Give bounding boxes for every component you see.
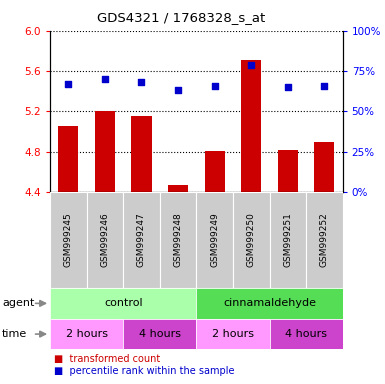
Text: GSM999248: GSM999248	[174, 213, 182, 267]
Bar	[50, 319, 123, 349]
Bar	[168, 185, 188, 192]
Bar	[58, 126, 79, 192]
Bar	[131, 116, 152, 192]
Text: agent: agent	[2, 298, 34, 308]
Text: GSM999246: GSM999246	[100, 213, 109, 267]
Bar	[196, 192, 233, 288]
Bar	[233, 192, 270, 288]
Bar	[196, 288, 343, 319]
Point	[139, 79, 145, 85]
Text: GSM999251: GSM999251	[283, 213, 292, 267]
Text: 4 hours: 4 hours	[139, 329, 181, 339]
Text: GDS4321 / 1768328_s_at: GDS4321 / 1768328_s_at	[97, 12, 265, 25]
Text: GSM999250: GSM999250	[247, 213, 256, 267]
Text: GSM999247: GSM999247	[137, 213, 146, 267]
Text: 4 hours: 4 hours	[285, 329, 327, 339]
Bar	[50, 192, 87, 288]
Bar	[160, 192, 196, 288]
Bar	[95, 111, 115, 192]
Point	[212, 83, 218, 89]
Bar	[50, 288, 196, 319]
Bar	[87, 192, 123, 288]
Bar	[123, 319, 196, 349]
Bar	[270, 192, 306, 288]
Bar	[196, 319, 270, 349]
Text: 2 hours: 2 hours	[212, 329, 254, 339]
Bar	[123, 192, 160, 288]
Text: GSM999249: GSM999249	[210, 213, 219, 267]
Point	[65, 81, 72, 87]
Point	[285, 84, 291, 90]
Bar	[306, 192, 343, 288]
Text: ■  percentile rank within the sample: ■ percentile rank within the sample	[54, 366, 234, 376]
Point	[248, 61, 254, 68]
Text: time: time	[2, 329, 27, 339]
Text: ■  transformed count: ■ transformed count	[54, 354, 160, 364]
Bar	[204, 151, 225, 192]
Text: GSM999245: GSM999245	[64, 213, 73, 267]
Text: control: control	[104, 298, 142, 308]
Point	[321, 83, 327, 89]
Point	[102, 76, 108, 82]
Text: GSM999252: GSM999252	[320, 213, 329, 267]
Bar	[278, 150, 298, 192]
Bar	[314, 142, 335, 192]
Point	[175, 87, 181, 93]
Bar	[270, 319, 343, 349]
Text: cinnamaldehyde: cinnamaldehyde	[223, 298, 316, 308]
Bar	[241, 60, 261, 192]
Text: 2 hours: 2 hours	[65, 329, 108, 339]
